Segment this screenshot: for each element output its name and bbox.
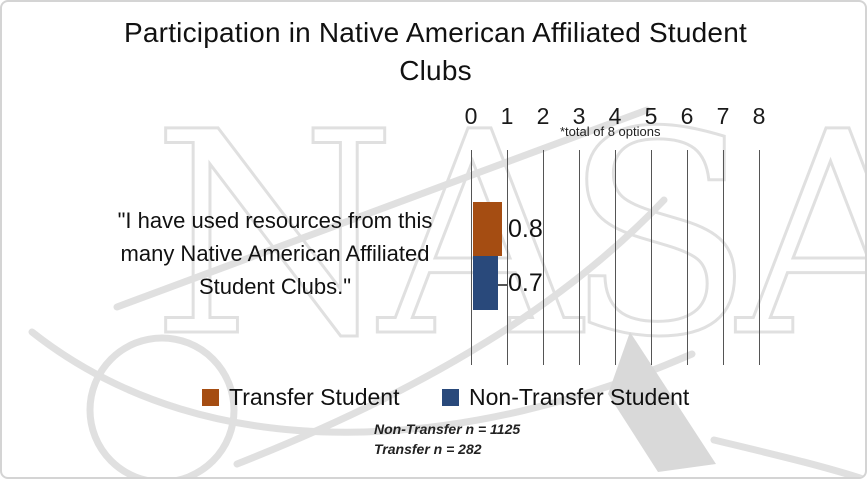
legend-label-transfer: Transfer Student	[229, 384, 400, 410]
category-label-line1: "I have used resources from this	[117, 208, 433, 233]
legend-item-transfer: Transfer Student	[202, 384, 399, 411]
category-label: "I have used resources from this many Na…	[82, 204, 468, 303]
gridline	[471, 150, 473, 365]
gridline	[579, 150, 581, 365]
bar-value-label: 0.8	[508, 215, 543, 243]
bar-non-transfer-student	[473, 256, 499, 310]
gridline	[651, 150, 653, 365]
x-tick-label: 4	[608, 103, 622, 129]
chart-title-line1: Participation in Native American Affilia…	[124, 17, 747, 48]
legend-label-non-transfer: Non-Transfer Student	[469, 384, 690, 410]
gridline	[723, 150, 725, 365]
axis-note: *total of 8 options	[560, 124, 661, 139]
gridline	[615, 150, 617, 365]
x-tick-label: 3	[572, 103, 586, 129]
chart-title-line2: Clubs	[399, 55, 472, 86]
bar-value-label: 0.7	[508, 269, 543, 297]
x-tick-label: 0	[464, 103, 478, 129]
category-label-line2: many Native American Affiliated	[120, 241, 430, 266]
gridline	[687, 150, 689, 365]
x-tick-label: 6	[680, 103, 694, 129]
gridline	[543, 150, 545, 365]
category-label-line3: Student Clubs."	[198, 274, 352, 299]
x-tick-label: 8	[752, 103, 766, 129]
note-non-transfer-n: Non-Transfer n = 1125	[374, 421, 521, 437]
gridline	[507, 150, 509, 365]
legend-swatch-non-transfer-icon	[442, 389, 459, 406]
x-tick-label: 5	[644, 103, 658, 129]
sample-size-notes: Non-Transfer n = 1125 Transfer n = 282	[374, 419, 520, 459]
legend-swatch-transfer-icon	[202, 389, 219, 406]
bar-transfer-student	[473, 202, 502, 256]
legend-item-non-transfer: Non-Transfer Student	[442, 384, 689, 411]
note-transfer-n: Transfer n = 282	[374, 441, 482, 457]
x-tick-label: 2	[536, 103, 550, 129]
x-tick-label: 7	[716, 103, 730, 129]
chart-title: Participation in Native American Affilia…	[2, 14, 865, 90]
x-tick-label: 1	[500, 103, 514, 129]
gridline	[759, 150, 761, 365]
leader-line	[498, 284, 508, 286]
